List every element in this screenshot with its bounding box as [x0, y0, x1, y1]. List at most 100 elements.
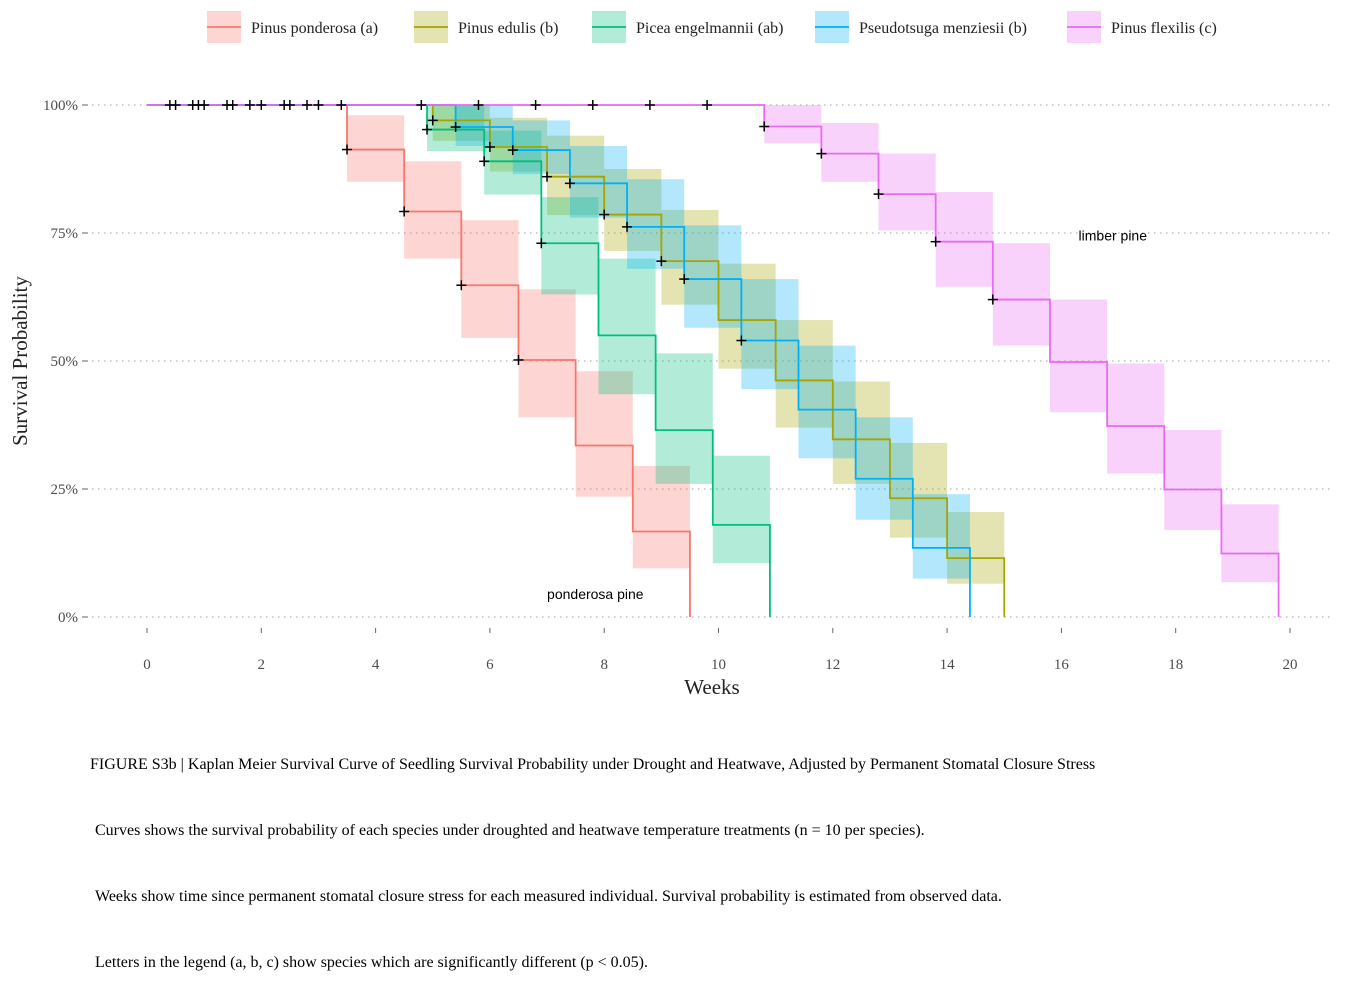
confidence-band-3 [655, 353, 713, 484]
censor-mark [399, 206, 410, 217]
confidence-band-4 [798, 345, 856, 459]
annotations: ponderosa pine limber pine [547, 228, 1147, 602]
censor-mark [530, 100, 541, 110]
legend-entry-3: Picea engelmannii (ab) [592, 11, 784, 43]
confidence-band-1 [575, 371, 633, 497]
censor-mark [427, 115, 438, 126]
censor-mark [816, 148, 827, 159]
censor-mark [284, 100, 295, 110]
y-tick-label: 0% [58, 610, 78, 626]
legend: Pinus ponderosa (a) Pinus edulis (b) Picea… [207, 11, 1217, 43]
x-axis-title: Weeks [684, 675, 739, 699]
censor-mark [313, 100, 324, 110]
legend-label: Pseudotsuga menziesii (b) [859, 20, 1027, 37]
annotation-label: limber pine [1079, 228, 1148, 244]
censor-mark [564, 178, 575, 189]
censor-mark [227, 100, 238, 110]
confidence-band-2 [547, 135, 605, 216]
censor-mark [256, 100, 267, 110]
legend-entry-2: Pinus edulis (b) [414, 11, 558, 43]
censor-mark [199, 100, 210, 110]
censor-mark [542, 171, 553, 182]
confidence-band-5 [821, 122, 879, 182]
confidence-band-5 [764, 105, 822, 144]
x-tick-label: 10 [711, 657, 726, 673]
confidence-band-2 [432, 105, 490, 141]
censor-mark [422, 124, 433, 135]
censor-mark [587, 100, 598, 110]
confidence-band-2 [889, 442, 948, 538]
y-tick-label: 100% [43, 98, 78, 114]
legend-label: Pinus edulis (b) [458, 20, 558, 37]
censor-mark [507, 145, 518, 156]
survival-curve-3 [147, 104, 771, 617]
censor-mark [456, 280, 467, 291]
legend-label: Picea engelmannii (ab) [636, 20, 784, 37]
x-tick-label: 14 [940, 657, 956, 673]
confidence-band-1 [632, 465, 690, 569]
confidence-band-4 [569, 145, 628, 218]
confidence-band-1 [518, 289, 576, 418]
censor-mark [536, 238, 547, 249]
confidence-band-1 [404, 161, 462, 259]
confidence-band-2 [832, 381, 890, 484]
confidence-band-3 [712, 455, 770, 564]
survival-curve-1 [147, 104, 691, 617]
censor-mark [759, 121, 770, 132]
y-axis-title: Survival Probability [8, 276, 32, 446]
censor-mark [930, 236, 941, 247]
gridlines [92, 104, 1332, 618]
annotation-label: ponderosa pine [547, 586, 644, 602]
confidence-band-3 [598, 258, 656, 395]
censor-mark [644, 100, 655, 110]
survival-chart: Pinus ponderosa (a) Pinus edulis (b) Picea… [8, 11, 1332, 699]
legend-entry-4: Pseudotsuga menziesii (b) [815, 11, 1027, 43]
confidence-band-1 [461, 220, 519, 338]
confidence-band-4 [627, 179, 685, 269]
confidence-band-4 [912, 494, 970, 579]
confidence-band-3 [541, 197, 599, 295]
x-tick-label: 12 [825, 657, 840, 673]
censor-mark [679, 274, 690, 285]
confidence-band-5 [878, 153, 936, 231]
confidence-band-5 [935, 192, 993, 287]
confidence-band-5 [1107, 363, 1165, 474]
confidence-band-2 [718, 263, 776, 369]
confidence-band-5 [992, 243, 1050, 346]
censor-mark [736, 335, 747, 346]
censor-mark [170, 100, 181, 110]
censor-mark [336, 100, 347, 110]
censor-mark [656, 256, 667, 267]
censor-mark [416, 100, 427, 110]
censor-mark [987, 294, 998, 305]
censor-mark [484, 141, 495, 152]
x-tick-label: 0 [143, 657, 151, 673]
y-tick-label: 25% [51, 482, 79, 498]
x-tick-label: 6 [486, 657, 494, 673]
x-tick-label: 18 [1168, 657, 1183, 673]
confidence-band-2 [661, 209, 719, 305]
legend-entry-1: Pinus ponderosa (a) [207, 11, 378, 43]
censor-mark [513, 354, 524, 365]
legend-label: Pinus flexilis (c) [1111, 20, 1217, 37]
censor-mark [342, 144, 353, 155]
caption-line-3: Weeks show time since permanent stomatal… [95, 888, 1002, 905]
confidence-bands [347, 105, 1279, 584]
censor-mark [479, 156, 490, 167]
confidence-band-5 [1164, 430, 1222, 530]
censor-mark [244, 100, 255, 110]
censor-marks [164, 100, 998, 365]
survival-curve-2 [147, 104, 1006, 617]
x-tick-label: 16 [1054, 657, 1070, 673]
figure-caption: FIGURE S3b | Kaplan Meier Survival Curve… [90, 710, 1095, 996]
y-tick-label: 75% [51, 226, 79, 242]
x-tick-label: 8 [600, 657, 608, 673]
confidence-band-5 [1221, 504, 1279, 583]
caption-line-1: FIGURE S3b | Kaplan Meier Survival Curve… [90, 756, 1096, 773]
confidence-band-4 [684, 225, 742, 328]
caption-line-2: Curves shows the survival probability of… [95, 822, 925, 839]
legend-label: Pinus ponderosa (a) [251, 20, 378, 37]
caption-line-4: Letters in the legend (a, b, c) show spe… [95, 954, 648, 971]
censor-mark [599, 209, 610, 220]
censor-mark [873, 189, 884, 200]
